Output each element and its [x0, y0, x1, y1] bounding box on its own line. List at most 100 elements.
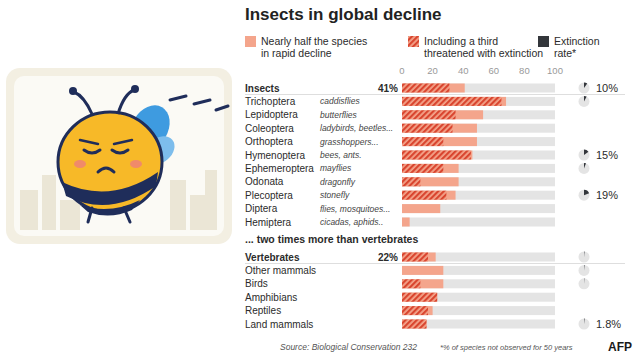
- bar-decline: [402, 137, 477, 146]
- pie-wedge: [584, 96, 587, 102]
- legend-line: Including a third: [424, 35, 498, 47]
- tick-label: 100: [547, 65, 563, 76]
- bee-brow: [114, 140, 132, 144]
- pie-wedge: [584, 265, 586, 271]
- pie-bg: [579, 150, 590, 161]
- category-label: Insects: [245, 83, 280, 94]
- category-label: Diptera: [245, 203, 278, 214]
- skyline: [42, 175, 56, 230]
- bee-brow: [80, 140, 98, 144]
- bee-eye: [84, 150, 100, 153]
- legend-line: in rapid decline: [261, 47, 332, 59]
- skyline: [205, 170, 217, 230]
- data-label: 15%: [596, 149, 618, 161]
- bar-threatened: [402, 124, 452, 133]
- bar-threatened: [402, 306, 428, 315]
- bar-decline: [402, 253, 436, 262]
- bar-decline: [402, 84, 465, 93]
- pie-bg: [579, 83, 590, 94]
- bee-body: [58, 112, 162, 212]
- pie-wedge: [584, 190, 589, 196]
- track: [402, 137, 555, 146]
- data-label: 22%: [378, 252, 398, 263]
- footnote: *% of species not observed for 50 years: [440, 343, 573, 352]
- bar-decline: [402, 266, 443, 275]
- data-label: 10%: [596, 82, 618, 94]
- track: [402, 124, 555, 133]
- bar-threatened: [402, 191, 446, 200]
- pie-wedge: [584, 251, 586, 257]
- bee-leg: [88, 208, 92, 222]
- motion-dash: [216, 106, 228, 110]
- bar-threatened: [402, 84, 449, 93]
- bee-cheek: [74, 160, 86, 168]
- data-label: 19%: [596, 189, 618, 201]
- category-note: stonefly: [320, 190, 350, 200]
- track: [402, 293, 555, 302]
- legend-line: Nearly half the species: [261, 35, 367, 47]
- bar-threatened: [402, 279, 420, 288]
- illustration: [6, 68, 232, 244]
- legend-swatch: [538, 36, 549, 47]
- tick-label: 60: [489, 65, 500, 76]
- bar-decline: [402, 279, 443, 288]
- category-note: bees, ants.: [320, 150, 362, 160]
- motion-dash: [194, 100, 210, 104]
- bar-threatened: [402, 97, 501, 106]
- category-label: Amphibians: [245, 292, 297, 303]
- bar-decline: [402, 320, 426, 329]
- motion-dash: [170, 96, 186, 100]
- bar-decline: [402, 306, 433, 315]
- bee-cheek: [130, 160, 142, 168]
- category-note: caddisflies: [320, 96, 360, 106]
- bar-threatened: [402, 137, 443, 146]
- legend-label: Including a thirdthreatened with extinct…: [424, 35, 543, 59]
- bee-antenna-tip: [69, 87, 77, 95]
- bar-threatened: [402, 320, 426, 329]
- group-rule: [245, 263, 625, 264]
- category-note: dragonfly: [320, 177, 356, 187]
- tick-label: 0: [399, 65, 404, 76]
- pie-bg: [579, 265, 590, 276]
- track: [402, 306, 555, 315]
- bar-threatened: [402, 177, 420, 186]
- track: [402, 151, 555, 160]
- bee-eye: [112, 150, 128, 153]
- bar-decline: [402, 110, 483, 119]
- illustration-bg: [14, 76, 224, 236]
- tick-label: 20: [427, 65, 438, 76]
- category-label: Orthoptera: [245, 136, 293, 147]
- pie-wedge: [584, 319, 586, 325]
- bee-antenna: [118, 90, 134, 114]
- pie-bg: [579, 319, 590, 330]
- track: [402, 204, 555, 213]
- category-label: Reptiles: [245, 305, 281, 316]
- category-note: mayflies: [320, 163, 352, 173]
- credit: AFP: [608, 340, 632, 354]
- source: Source: Biological Conservation 232: [280, 342, 417, 352]
- bee-leg: [124, 208, 130, 222]
- skyline: [20, 190, 38, 230]
- track: [402, 320, 555, 329]
- bar-threatened: [402, 164, 443, 173]
- track: [402, 253, 555, 262]
- chart: Insects in global declineNearly half the…: [0, 0, 638, 359]
- pie-wedge: [584, 278, 585, 284]
- skyline: [60, 200, 80, 230]
- category-label: Trichoptera: [245, 96, 296, 107]
- category-label: Hemiptera: [245, 217, 292, 228]
- annotation: ... two times more than vertebrates: [245, 233, 418, 245]
- category-label: Ephemeroptera: [245, 163, 314, 174]
- pie-bg: [579, 163, 590, 174]
- legend-line: rate*: [554, 47, 576, 59]
- category-label: Vertebrates: [245, 252, 300, 263]
- bee-stripe: [62, 172, 158, 205]
- tracks: [245, 84, 625, 329]
- category-label: Hymenoptera: [245, 150, 305, 161]
- bee-mouth: [98, 168, 114, 172]
- track: [402, 110, 555, 119]
- pie-bg: [579, 278, 590, 289]
- data-label: 41%: [378, 83, 398, 94]
- track: [402, 177, 555, 186]
- pie-wedge: [584, 163, 586, 169]
